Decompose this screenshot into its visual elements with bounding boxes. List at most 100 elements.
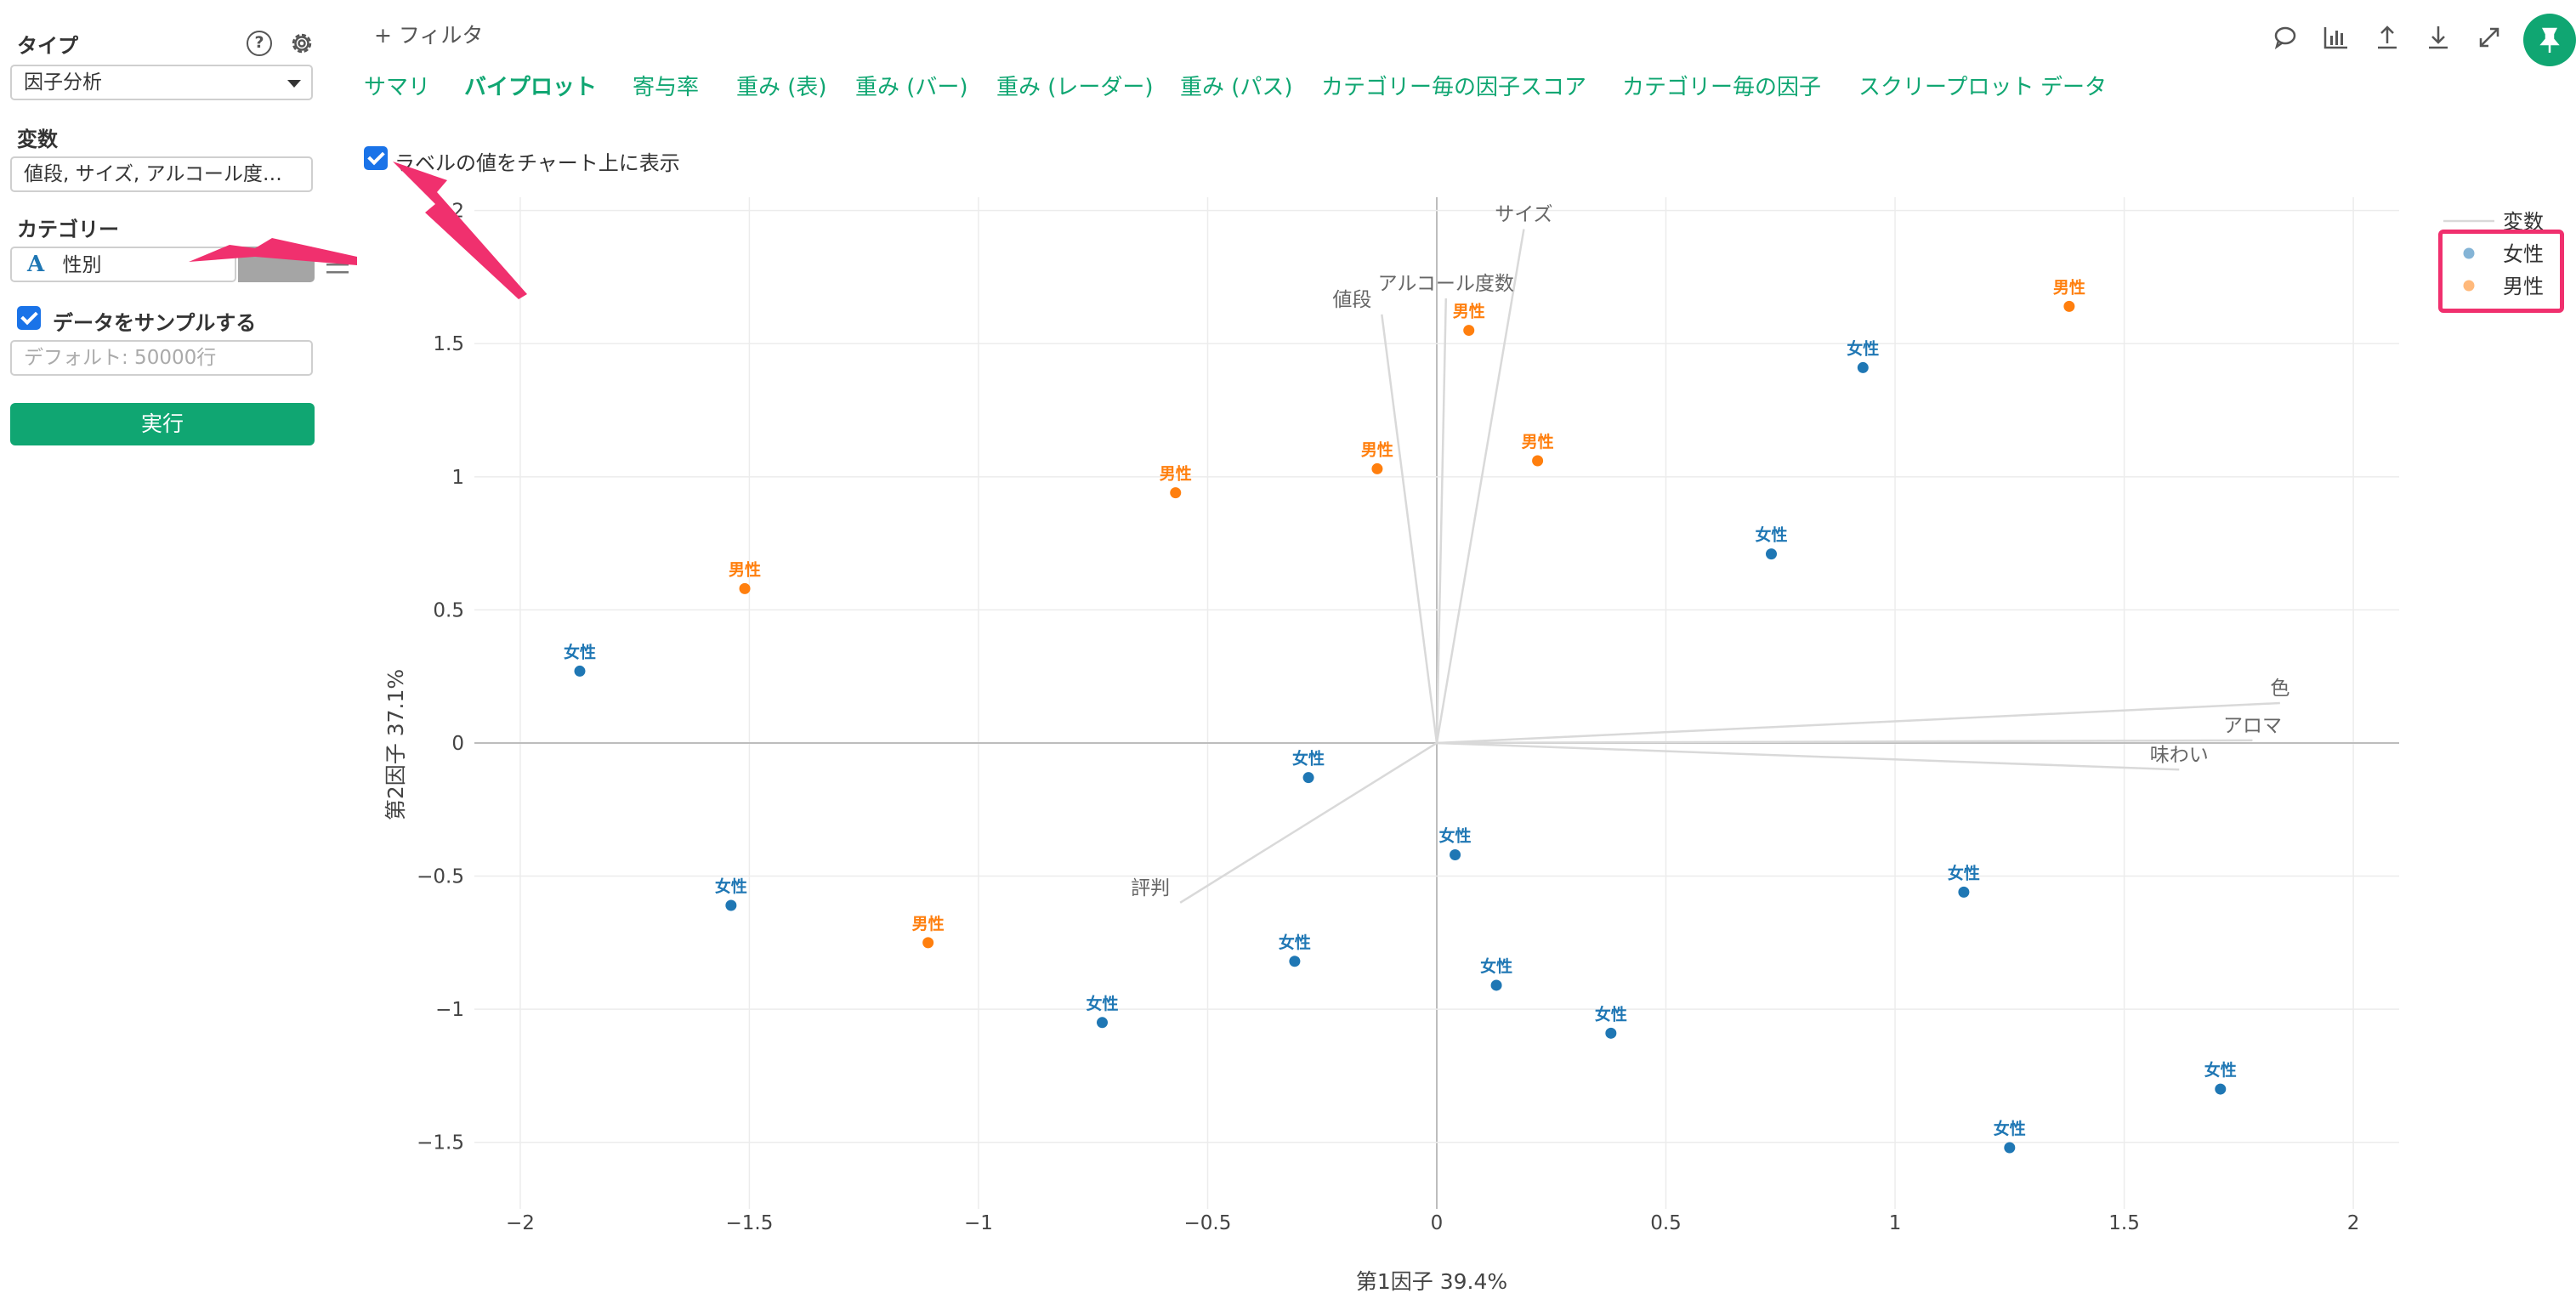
expand-icon[interactable] [2474,22,2505,53]
data-point [1463,325,1475,337]
data-point-label: 女性 [2204,1060,2237,1080]
y-tick-label: 2 [451,201,464,223]
sample-checkbox[interactable] [17,306,41,330]
data-point-label: 女性 [1994,1119,2026,1138]
variable-label: サイズ [1495,204,1552,226]
data-point [2063,300,2075,312]
y-tick-label: 0.5 [433,599,464,621]
data-point [574,665,586,677]
data-point-label: 女性 [1948,863,1980,882]
grid: −2 −1.5 −1 −0.5 0 0.5 1 1.5 2 −1.5 −1 −0.5 0 0.5 1 1.5 2 [417,197,2399,1234]
filter-button[interactable]: + フィルタ [374,23,484,48]
tab-loadings-radar[interactable]: 重み (レーダー) [996,75,1154,100]
sample-size-input[interactable]: デフォルト: 50000行 [10,340,313,376]
x-tick-label: −1.5 [725,1212,773,1234]
help-icon[interactable]: ? [247,31,272,56]
type-label: タイプ [17,34,78,58]
legend-entry[interactable]: 女性 [2503,242,2544,266]
data-point-label: 男性 [912,914,945,933]
variable-vector [1436,739,2253,745]
y-tick-label: −1.5 [417,1132,464,1154]
pin-icon[interactable] [2523,14,2576,66]
y-tick-label: −1 [435,999,464,1021]
y-tick-label: 0 [451,733,464,755]
variable-vector [1436,701,2280,745]
data-point-label: 男性 [1160,464,1192,484]
data-point [1450,849,1461,860]
variable-vector [1435,298,1448,743]
variable-label: 味わい [2150,744,2209,766]
tab-loadings-bar[interactable]: 重み (バー) [855,75,968,100]
data-point-label: 女性 [715,876,747,896]
data-point-label: 女性 [564,642,596,661]
x-tick-label: 0.5 [1650,1212,1682,1234]
data-point-label: 女性 [1292,749,1325,769]
variable-label: 値段 [1332,289,1371,311]
tab-biplot[interactable]: バイプロット [464,75,598,100]
x-tick-label: 1 [1889,1212,1902,1234]
type-select[interactable]: 因子分析 [10,65,313,100]
x-tick-label: −0.5 [1184,1212,1232,1234]
data-point [1302,772,1314,784]
run-button[interactable]: 実行 [10,403,315,445]
data-point [2004,1142,2016,1154]
data-point-label: 女性 [1086,994,1118,1013]
data-point-label: 女性 [1847,338,1879,358]
variable-label: アルコール度数 [1378,273,1514,295]
upload-icon[interactable] [2372,22,2403,53]
legend-highlight-box [2438,230,2564,313]
show-label-checkbox[interactable] [364,146,388,170]
legend-point-swatch [2463,280,2475,292]
data-point [1958,886,1970,898]
data-point-label: 男性 [1522,432,1554,451]
data-point-label: 男性 [2053,277,2085,297]
data-point-label: 女性 [1279,933,1311,952]
sample-label: データをサンプルする [53,311,257,335]
variable-vector [1435,229,1525,744]
data-point [1170,487,1182,499]
data-point [1605,1027,1617,1039]
data-point-label: 女性 [1480,956,1512,976]
x-tick-label: 0 [1431,1212,1444,1234]
x-axis-title: 第1因子 39.4% [1356,1269,1507,1294]
variables-input[interactable]: 値段, サイズ, アルコール度… [10,156,313,192]
tab-scree-plot[interactable]: スクリープロット [1858,75,2034,100]
comment-icon[interactable] [2270,22,2301,53]
data-point [1532,455,1544,467]
y-axis-title: 第2因子 37.1% [383,669,408,820]
tab-loadings-table[interactable]: 重み (表) [736,75,827,100]
data-point [1857,361,1869,373]
x-tick-label: 2 [2347,1212,2360,1234]
data-point [1766,548,1778,560]
legend-entry[interactable]: 男性 [2503,275,2544,298]
gear-icon[interactable] [287,29,316,58]
tab-contribution[interactable]: 寄与率 [633,75,700,100]
chart-icon[interactable] [2321,22,2352,53]
x-tick-label: 1.5 [2108,1212,2140,1234]
variable-label: 評判 [1131,877,1170,899]
x-tick-label: −1 [964,1212,993,1234]
variable-vector [1436,741,2180,771]
data-point [2215,1083,2227,1095]
tab-summary[interactable]: サマリ [364,75,431,100]
download-icon[interactable] [2423,22,2454,53]
data-point-label: 女性 [1439,826,1472,846]
data-point-label: 男性 [1453,302,1485,321]
variable-label: アロマ [2223,715,2282,737]
data-point [1371,462,1383,474]
tab-factor-score-by-category[interactable]: カテゴリー毎の因子スコア [1321,75,1587,100]
data-point [1289,956,1301,967]
tab-loadings-path[interactable]: 重み (パス) [1180,75,1293,100]
data-point [739,582,751,594]
variables-label: 変数 [17,128,58,151]
tab-data[interactable]: データ [2040,75,2108,100]
data-point-label: 女性 [1595,1004,1627,1024]
category-label: カテゴリー [17,218,119,241]
category-value: 性別 [62,254,102,276]
chevron-down-icon [287,80,301,88]
top-toolbar [2236,14,2576,66]
tab-factor-by-category[interactable]: カテゴリー毎の因子 [1622,75,1822,100]
